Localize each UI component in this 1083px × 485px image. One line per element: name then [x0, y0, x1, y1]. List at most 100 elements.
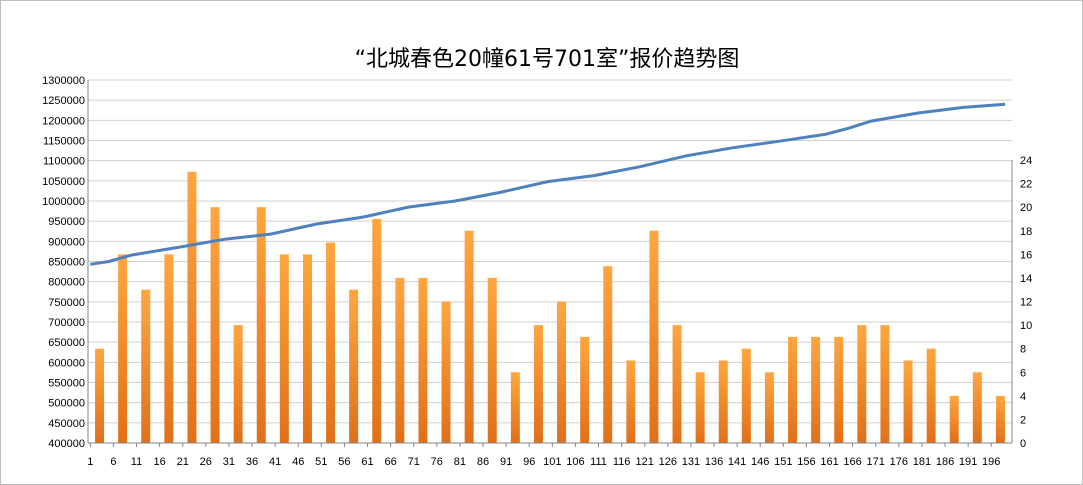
- bar: [533, 325, 543, 443]
- bar: [349, 289, 359, 443]
- bar: [926, 348, 936, 443]
- bar: [187, 171, 197, 443]
- bar: [118, 254, 128, 443]
- y-left-tick-label: 1000000: [42, 196, 85, 208]
- x-tick-label: 121: [636, 456, 654, 468]
- bar: [626, 360, 636, 443]
- y-left-tick-label: 400000: [48, 438, 85, 450]
- bar: [279, 254, 289, 443]
- x-tick-label: 151: [774, 456, 792, 468]
- bar: [418, 277, 428, 443]
- bar: [256, 207, 266, 443]
- y-right-tick-label: 16: [1020, 249, 1032, 261]
- bar-series: [95, 171, 1005, 443]
- bar: [995, 395, 1005, 443]
- x-tick-label: 181: [913, 456, 931, 468]
- x-tick-label: 111: [590, 456, 607, 468]
- y-axis-left-labels: 400000 450000 500000 550000 600000 650000 7000…: [42, 75, 85, 450]
- y-left-tick-label: 900000: [48, 236, 85, 248]
- bar: [395, 277, 405, 443]
- x-tick-label: 41: [269, 456, 281, 468]
- x-tick-label: 71: [408, 456, 420, 468]
- bar: [95, 348, 105, 443]
- x-tick-label: 56: [338, 456, 350, 468]
- x-axis-labels: 1 6 11 16 21 26 31 36 41 46 51 56 61 66 71 76 81 86 91 96 10…: [87, 443, 1000, 468]
- y-left-tick-label: 600000: [48, 357, 85, 369]
- y-right-tick-label: 8: [1020, 344, 1026, 356]
- y-right-tick-label: 18: [1020, 226, 1032, 238]
- y-left-tick-label: 550000: [48, 378, 85, 390]
- y-left-tick-label: 1300000: [42, 75, 85, 87]
- x-tick-label: 46: [292, 456, 304, 468]
- bar: [672, 325, 682, 443]
- bar: [695, 372, 705, 443]
- axes: [87, 80, 1013, 444]
- bar: [903, 360, 913, 443]
- x-tick-label: 191: [959, 456, 977, 468]
- x-tick-label: 176: [890, 456, 908, 468]
- y-right-tick-label: 24: [1020, 155, 1032, 167]
- y-left-tick-label: 500000: [48, 398, 85, 410]
- bar: [510, 372, 520, 443]
- bar: [811, 336, 821, 443]
- bar: [233, 325, 243, 443]
- y-left-tick-label: 1200000: [42, 115, 85, 127]
- x-tick-label: 131: [682, 456, 700, 468]
- bar: [834, 336, 844, 443]
- x-tick-label: 31: [223, 456, 235, 468]
- x-tick-label: 126: [659, 456, 677, 468]
- x-tick-label: 26: [200, 456, 212, 468]
- bar: [372, 218, 382, 443]
- bar: [603, 266, 613, 443]
- y-left-tick-label: 1050000: [42, 176, 85, 188]
- y-right-tick-label: 20: [1020, 202, 1032, 214]
- price-line: [90, 102, 1006, 266]
- x-tick-label: 81: [454, 456, 466, 468]
- bar: [857, 325, 867, 443]
- x-tick-label: 146: [751, 456, 769, 468]
- bar: [788, 336, 798, 443]
- bar: [764, 372, 774, 443]
- y-left-tick-label: 700000: [48, 317, 85, 329]
- y-left-tick-label: 750000: [48, 297, 85, 309]
- x-tick-label: 6: [110, 456, 116, 468]
- x-tick-label: 1: [87, 456, 93, 468]
- x-tick-label: 106: [566, 456, 584, 468]
- y-right-tick-label: 6: [1020, 367, 1026, 379]
- y-left-tick-label: 1100000: [43, 156, 85, 168]
- bar: [302, 254, 312, 443]
- x-tick-label: 91: [500, 456, 512, 468]
- bar: [441, 301, 451, 443]
- bar: [487, 277, 497, 443]
- bar: [210, 207, 220, 443]
- x-tick-label: 51: [315, 456, 327, 468]
- bar: [326, 242, 336, 443]
- y-left-tick-label: 950000: [48, 216, 85, 228]
- y-left-tick-label: 650000: [48, 337, 85, 349]
- x-tick-label: 141: [728, 456, 746, 468]
- bar: [718, 360, 728, 443]
- bar: [464, 230, 474, 443]
- bar: [880, 325, 890, 443]
- y-right-tick-label: 2: [1020, 414, 1026, 426]
- y-right-tick-label: 4: [1020, 391, 1026, 403]
- x-tick-label: 21: [177, 456, 189, 468]
- x-tick-label: 86: [477, 456, 489, 468]
- chart-title: “北城春色20幢61号701室”报价趋势图: [355, 47, 740, 72]
- x-tick-label: 96: [523, 456, 535, 468]
- bar: [557, 301, 567, 443]
- x-tick-label: 196: [982, 456, 1000, 468]
- x-tick-label: 61: [361, 456, 373, 468]
- y-left-tick-label: 850000: [48, 257, 85, 269]
- bar: [580, 336, 590, 443]
- y-right-tick-label: 12: [1020, 297, 1032, 309]
- x-tick-label: 76: [431, 456, 443, 468]
- bar: [164, 254, 174, 443]
- x-tick-label: 101: [543, 456, 561, 468]
- y-right-tick-label: 0: [1020, 438, 1026, 450]
- y-left-tick-label: 800000: [48, 277, 85, 289]
- x-tick-label: 16: [153, 456, 165, 468]
- x-tick-label: 11: [131, 456, 142, 468]
